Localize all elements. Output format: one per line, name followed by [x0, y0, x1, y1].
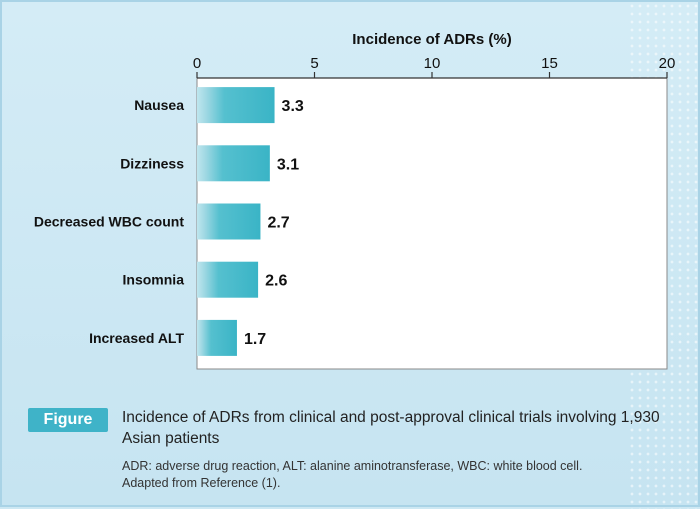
- chart-title: Incidence of ADRs (%): [352, 31, 511, 48]
- value-label: 1.7: [244, 331, 266, 348]
- category-label: Decreased WBC count: [34, 214, 184, 230]
- category-label: Nausea: [134, 97, 184, 113]
- category-label: Increased ALT: [89, 330, 184, 346]
- caption-note-line-1: ADR: adverse drug reaction, ALT: alanine…: [122, 459, 583, 473]
- figure-badge: Figure: [28, 408, 108, 432]
- category-label: Insomnia: [123, 272, 185, 288]
- bar: [197, 145, 270, 182]
- caption-note-line-2: Adapted from Reference (1).: [122, 476, 281, 490]
- bar: [197, 87, 275, 124]
- bar: [197, 319, 237, 356]
- x-tick-label: 20: [659, 55, 676, 72]
- figure-caption-note: ADR: adverse drug reaction, ALT: alanine…: [122, 458, 682, 492]
- value-label: 2.7: [267, 215, 289, 232]
- category-label: Dizziness: [120, 155, 184, 171]
- x-tick-label: 0: [193, 55, 201, 72]
- value-label: 3.1: [277, 156, 299, 173]
- bar-chart: Incidence of ADRs (%) 0 5 10 15 20 Nausea 3.3…: [34, 31, 676, 370]
- x-tick-label: 10: [424, 55, 441, 72]
- figure-caption-title: Incidence of ADRs from clinical and post…: [122, 409, 660, 447]
- bar: [197, 261, 259, 298]
- value-label: 3.3: [282, 98, 304, 115]
- x-tick-label: 5: [310, 55, 318, 72]
- x-tick-label: 15: [541, 55, 558, 72]
- value-label: 2.6: [265, 273, 287, 290]
- bar: [197, 203, 261, 240]
